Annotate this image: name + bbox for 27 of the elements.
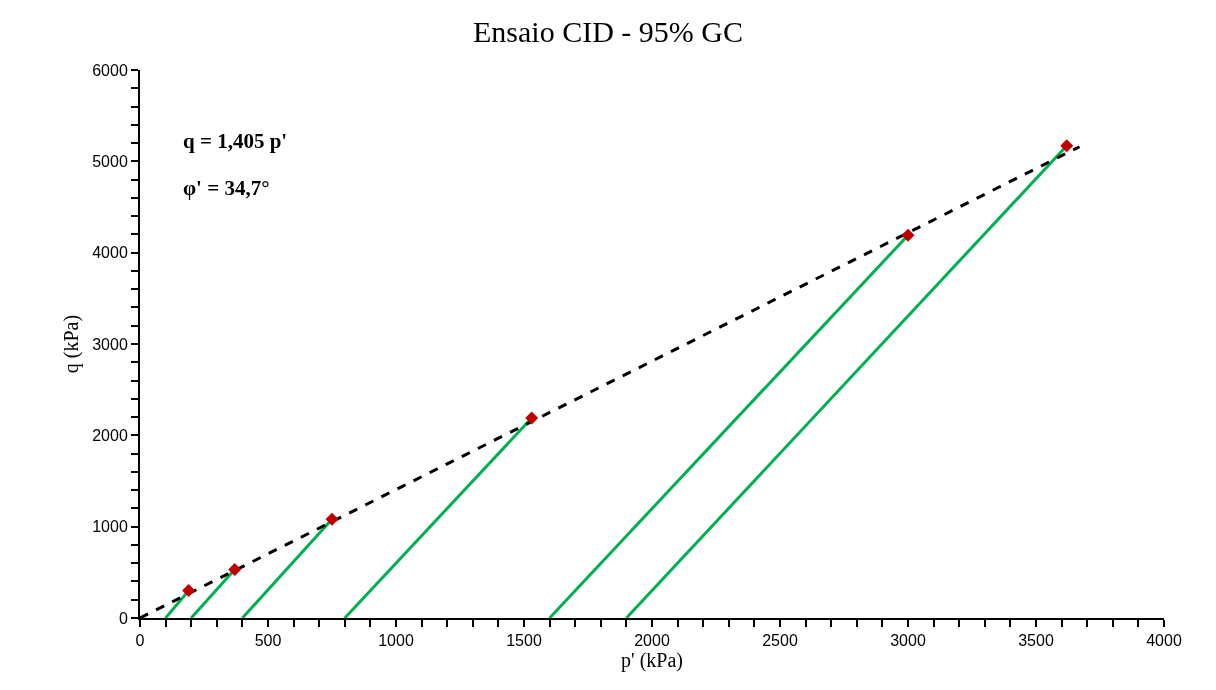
y-axis-title: q (kPa) [60, 314, 84, 374]
y-tick-label: 2000 [92, 426, 128, 444]
point [901, 228, 915, 242]
annotation: φ' = 34,7° [183, 176, 270, 200]
x-tick-label: 3000 [890, 632, 926, 650]
y-tick-label: 3000 [92, 335, 128, 353]
x-tick-label: 4000 [1146, 632, 1182, 650]
point [182, 584, 196, 598]
y-tick-label: 5000 [92, 152, 128, 170]
x-tick-label: 1500 [506, 632, 542, 650]
x-tick-label: 2500 [762, 632, 798, 650]
point [1060, 139, 1074, 153]
y-tick-label: 1000 [92, 518, 128, 536]
chart-title: Ensaio CID - 95% GC [473, 14, 743, 48]
point [228, 563, 242, 577]
x-tick-label: 2000 [634, 632, 670, 650]
x-axis-title: p' (kPa) [621, 649, 683, 673]
y-tick-label: 4000 [92, 244, 128, 262]
y-tick-label: 6000 [92, 61, 128, 79]
x-tick-label: 3500 [1018, 632, 1054, 650]
point [325, 512, 339, 526]
x-tick-label: 500 [254, 632, 282, 650]
x-tick-label: 1000 [378, 632, 414, 650]
point [525, 411, 539, 425]
y-tick-label: 0 [118, 609, 128, 627]
annotation: q = 1,405 p' [183, 129, 288, 153]
x-tick-label: 0 [135, 632, 145, 650]
